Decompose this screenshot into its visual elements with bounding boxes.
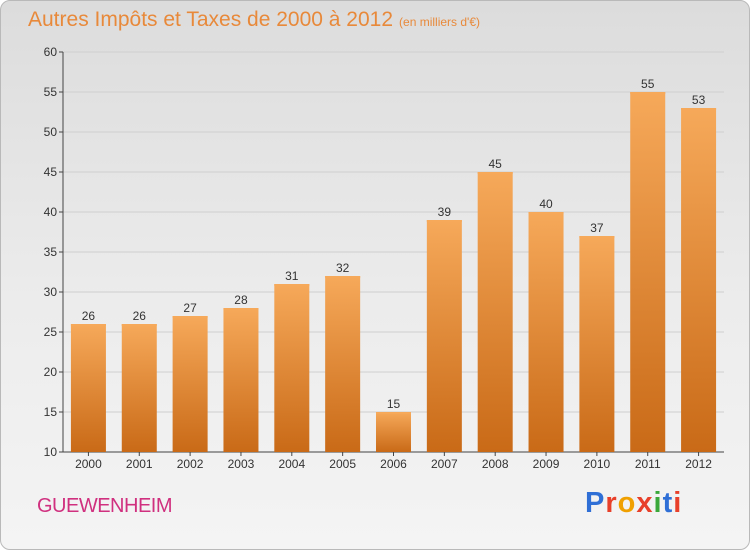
labels: 26 2000 26 2001 27 2002 28 2003 31 2004 32 2005 15 20…: [75, 77, 712, 471]
x-tick-label: 2008: [482, 457, 509, 471]
y-tick-label: 30: [44, 285, 58, 299]
data-label: 37: [590, 221, 604, 235]
data-label: 32: [336, 261, 350, 275]
grid-lines: [63, 51, 724, 413]
bar-top-highlight: [477, 172, 513, 174]
x-tick-label: 2007: [431, 457, 458, 471]
bar-top-highlight: [70, 324, 106, 326]
y-tick-label: 45: [44, 165, 58, 179]
x-tick-label: 2001: [126, 457, 153, 471]
x-tick-label: 2006: [380, 457, 407, 471]
y-tick-label: 60: [44, 45, 58, 59]
bar-top-highlight: [528, 212, 564, 214]
bar-top-highlight: [274, 284, 310, 286]
data-label: 26: [133, 309, 147, 323]
bar-top-highlight: [376, 412, 411, 414]
bar: [223, 308, 259, 452]
bar: [121, 324, 157, 452]
bar: [70, 324, 106, 452]
bar: [681, 108, 717, 452]
bar-top-highlight: [223, 308, 259, 310]
x-tick-label: 2012: [685, 457, 712, 471]
x-tick-label: 2009: [533, 457, 560, 471]
logo-letter: r: [605, 487, 618, 519]
bar: [325, 276, 361, 452]
bar-top-highlight: [325, 276, 361, 278]
x-tick-label: 2002: [177, 457, 204, 471]
data-label: 31: [285, 269, 299, 283]
logo-letter: x: [636, 487, 654, 519]
bar-top-highlight: [579, 236, 615, 238]
data-label: 39: [438, 205, 452, 219]
chart-subtitle: (en milliers d'€): [399, 15, 481, 29]
bar: [426, 220, 462, 452]
bar-top-highlight: [172, 316, 208, 318]
logo-letter: i: [673, 487, 683, 519]
data-label: 45: [489, 157, 503, 171]
data-label: 53: [692, 93, 706, 107]
y-tick-label: 50: [44, 125, 58, 139]
logo-letter: P: [585, 487, 606, 519]
y-tick-label: 55: [44, 85, 58, 99]
logo-letter: t: [662, 487, 674, 519]
y-tick-label: 15: [44, 405, 58, 419]
data-label: 26: [82, 309, 96, 323]
city-name: GUEWENHEIM: [37, 495, 173, 517]
bar: [376, 412, 411, 452]
chart-title-block: Autres Impôts et Taxes de 2000 à 2012 (en…: [28, 8, 480, 32]
bar: [172, 316, 208, 452]
x-tick-label: 2003: [228, 457, 255, 471]
y-tick-label: 20: [44, 365, 58, 379]
bar: [274, 284, 310, 452]
bar-top-highlight: [121, 324, 157, 326]
x-tick-label: 2000: [75, 457, 102, 471]
bar: [579, 236, 615, 452]
bar: [528, 212, 564, 452]
chart-title: Autres Impôts et Taxes de 2000 à 2012: [28, 8, 394, 31]
bar-top-highlight: [681, 108, 717, 110]
y-tick-label: 35: [44, 245, 58, 259]
y-tick-label: 25: [44, 325, 58, 339]
y-tick-label: 40: [44, 205, 58, 219]
proxiti-logo[interactable]: Proxiti: [585, 487, 682, 520]
x-tick-label: 2005: [329, 457, 356, 471]
x-tick-label: 2010: [584, 457, 611, 471]
x-tick-label: 2004: [278, 457, 305, 471]
bar-top-highlight: [426, 220, 462, 222]
logo-letter: i: [653, 487, 663, 519]
x-tick-label: 2011: [635, 457, 661, 471]
bars: [70, 92, 717, 452]
y-tick-label: 10: [44, 445, 58, 459]
bar: [477, 172, 513, 452]
data-label: 27: [183, 301, 197, 315]
data-label: 15: [387, 397, 401, 411]
bar-top-highlight: [630, 92, 666, 94]
data-label: 28: [234, 293, 248, 307]
bar: [630, 92, 666, 452]
logo-letter: o: [617, 487, 637, 519]
data-label: 40: [539, 197, 553, 211]
data-label: 55: [641, 77, 655, 91]
